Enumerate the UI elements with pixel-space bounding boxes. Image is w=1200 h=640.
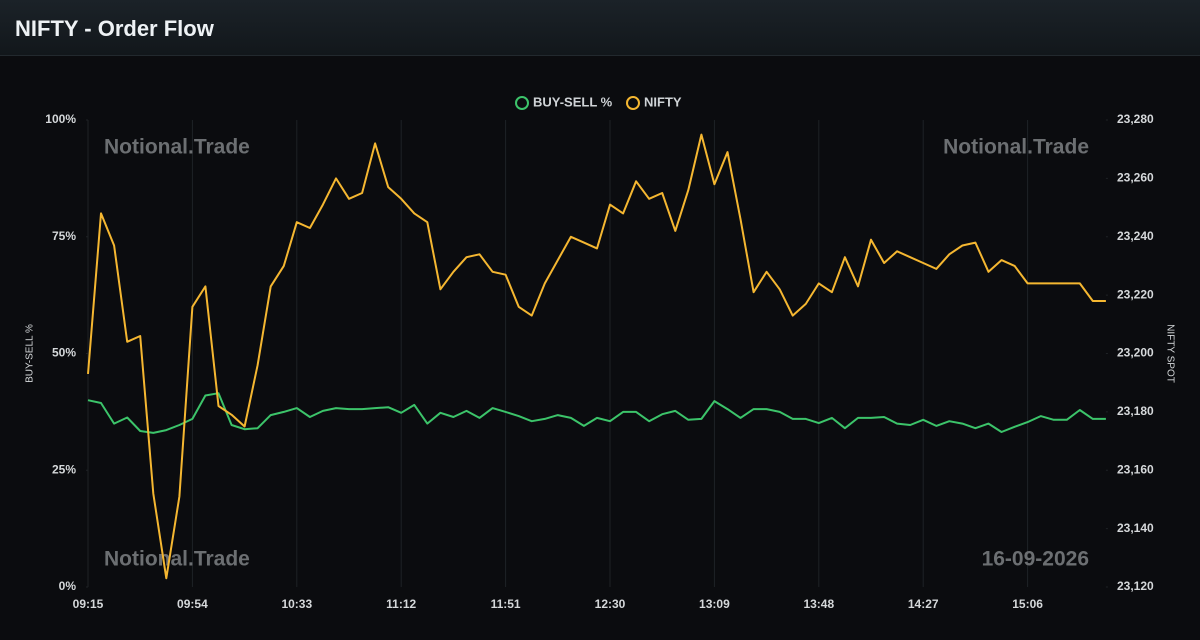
x-tick-label: 11:12 xyxy=(386,597,416,611)
y2-tick-label: 23,160 xyxy=(1117,462,1154,476)
y2-tick-label: 23,220 xyxy=(1117,287,1154,301)
watermark: Notional.Trade xyxy=(104,136,250,159)
legend-label: BUY-SELL % xyxy=(533,94,613,109)
x-tick-label: 13:48 xyxy=(803,597,834,611)
series-line xyxy=(87,392,1106,434)
x-tick-label: 14:27 xyxy=(908,597,939,611)
x-tick-label: 12:30 xyxy=(595,597,626,611)
legend-marker xyxy=(626,96,640,110)
series-line xyxy=(87,133,1106,580)
y2-tick-label: 23,140 xyxy=(1117,521,1154,535)
y2-tick-label: 23,240 xyxy=(1117,229,1154,243)
header-bar: NIFTY - Order Flow xyxy=(0,0,1200,56)
y2-tick-label: 23,260 xyxy=(1117,171,1154,185)
x-tick-label: 09:15 xyxy=(73,597,104,611)
y-tick-label: 100% xyxy=(45,112,76,126)
watermark: Notional.Trade xyxy=(104,548,250,571)
y2-tick-label: 23,180 xyxy=(1117,404,1154,418)
x-tick-label: 09:54 xyxy=(177,597,208,611)
legend-marker xyxy=(515,96,529,110)
x-tick-label: 10:33 xyxy=(281,597,312,611)
y-tick-label: 50% xyxy=(52,346,76,360)
y2-tick-label: 23,200 xyxy=(1117,346,1154,360)
chart: 09:15 09:54 10:33 11:12 11:51 12:30 13:09 13:48… xyxy=(25,94,1176,611)
page-title: NIFTY - Order Flow xyxy=(15,16,214,41)
y2-tick-label: 23,280 xyxy=(1117,112,1154,126)
y-axis-title: BUY-SELL % xyxy=(25,324,36,383)
x-tick-label: 15:06 xyxy=(1012,597,1043,611)
y-tick-label: 25% xyxy=(52,462,76,476)
watermark: 16-09-2026 xyxy=(982,548,1089,571)
legend-label: NIFTY xyxy=(644,94,682,109)
y-tick-label: 0% xyxy=(59,579,77,593)
x-tick-label: 11:51 xyxy=(491,597,521,611)
x-tick-label: 13:09 xyxy=(699,597,730,611)
y2-axis-title: NIFTY SPOT xyxy=(1164,324,1175,383)
y-tick-label: 75% xyxy=(52,229,76,243)
y2-tick-label: 23,120 xyxy=(1117,579,1154,593)
watermark: Notional.Trade xyxy=(943,136,1089,159)
